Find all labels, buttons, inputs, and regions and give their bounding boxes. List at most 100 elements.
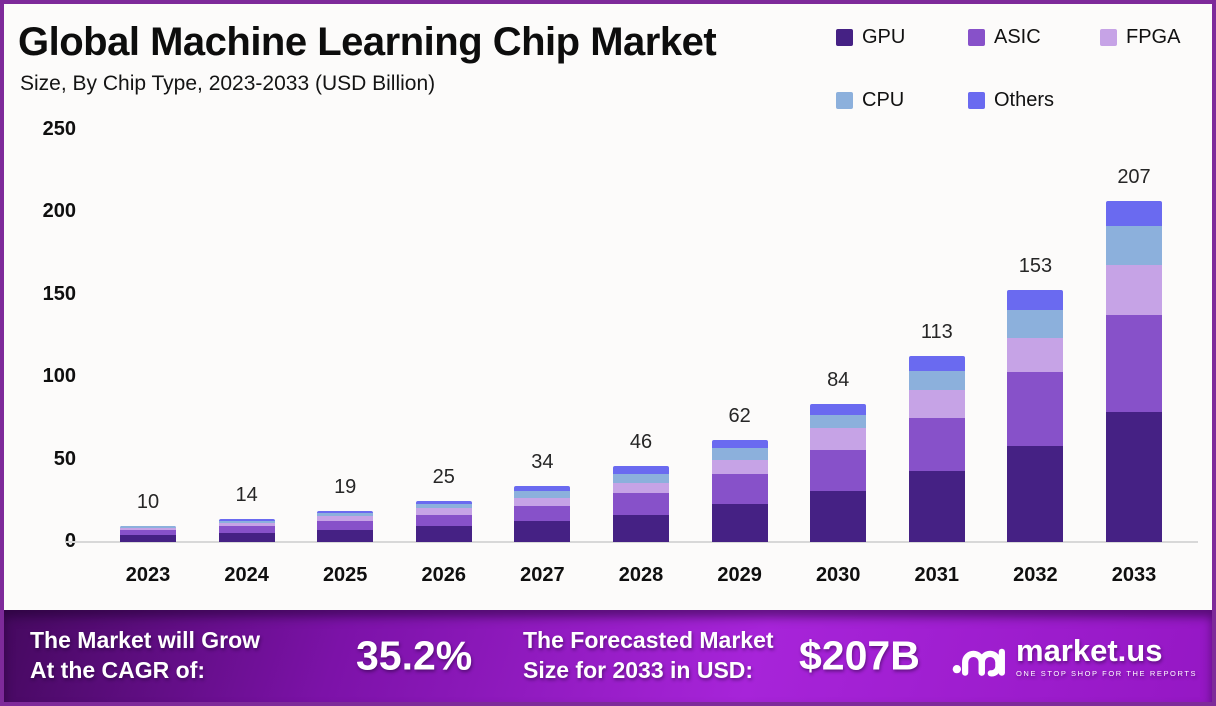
stacked-bar-plot: 10 14 19 25 34 46 62 84 113 153 207 bbox=[4, 130, 1212, 542]
bar-segment-others-2028 bbox=[613, 466, 669, 475]
bar-segment-fpga-2032 bbox=[1007, 337, 1064, 373]
y-axis-tick-200: 200 bbox=[42, 200, 76, 223]
bar-segment-cpu-2032 bbox=[1007, 309, 1064, 338]
x-axis-tick-2025: 2025 bbox=[322, 564, 368, 586]
legend-swatch-gpu bbox=[836, 29, 853, 46]
x-axis-tick-2030: 2030 bbox=[815, 564, 861, 586]
page-title: Global Machine Learning Chip Market bbox=[18, 20, 717, 64]
cagr-label-line2: At the CAGR of: bbox=[30, 657, 206, 683]
bar-segment-others-2030 bbox=[810, 403, 867, 416]
bar-segment-gpu-2031 bbox=[908, 471, 965, 542]
bar-total-label-2024: 14 bbox=[235, 483, 258, 506]
bar-segment-cpu-2031 bbox=[908, 370, 965, 391]
bar-segment-gpu-2026 bbox=[415, 526, 472, 542]
bar-segment-gpu-2030 bbox=[810, 490, 867, 542]
bar-segment-cpu-2024 bbox=[218, 520, 275, 524]
legend-swatch-others bbox=[968, 92, 985, 109]
bar-segment-cpu-2027 bbox=[514, 490, 571, 498]
bar-segment-fpga-2024 bbox=[218, 523, 275, 527]
bar-segment-others-2023 bbox=[120, 525, 176, 527]
marketus-logo-tagline: ONE STOP SHOP FOR THE REPORTS bbox=[1016, 668, 1198, 678]
bar-segment-asic-2030 bbox=[810, 449, 867, 491]
bar-total-label-2031: 113 bbox=[920, 320, 953, 343]
legend-item-fpga: FPGA bbox=[1100, 26, 1180, 49]
marketus-logo: market.us ONE STOP SHOP FOR THE REPORTS bbox=[952, 628, 1197, 684]
x-axis-tick-2029: 2029 bbox=[717, 564, 762, 586]
bar-segment-gpu-2029 bbox=[711, 504, 768, 542]
bar-segment-gpu-2025 bbox=[317, 530, 374, 542]
bar-segment-cpu-2023 bbox=[120, 526, 176, 529]
bar-2023 bbox=[120, 525, 176, 542]
bar-2028 bbox=[613, 466, 669, 542]
bar-segment-others-2032 bbox=[1007, 289, 1064, 310]
bar-total-label-2027: 34 bbox=[531, 450, 554, 473]
footer-banner: The Market will Grow At the CAGR of: 35.… bbox=[4, 610, 1212, 702]
x-axis-line bbox=[66, 541, 1198, 543]
bar-segment-others-2025 bbox=[317, 510, 374, 514]
bar-segment-asic-2033 bbox=[1106, 314, 1162, 412]
bar-segment-fpga-2023 bbox=[120, 528, 176, 531]
bar-segment-fpga-2033 bbox=[1106, 265, 1162, 315]
bar-segment-asic-2024 bbox=[218, 526, 275, 533]
bar-segment-asic-2029 bbox=[711, 474, 768, 505]
x-axis-tick-2027: 2027 bbox=[520, 564, 565, 586]
bar-segment-asic-2028 bbox=[613, 493, 669, 515]
y-axis-tick-100: 100 bbox=[42, 365, 76, 388]
y-axis-tick-250: 250 bbox=[42, 118, 76, 140]
bar-segment-cpu-2028 bbox=[613, 474, 669, 483]
bar-segment-cpu-2029 bbox=[711, 448, 768, 460]
bar-segment-others-2033 bbox=[1106, 200, 1162, 226]
bar-2029 bbox=[711, 439, 768, 542]
bar-total-label-2029: 62 bbox=[728, 404, 751, 427]
bar-segment-asic-2027 bbox=[514, 505, 571, 522]
bar-total-label-2026: 25 bbox=[432, 465, 455, 488]
bar-segment-cpu-2030 bbox=[810, 415, 867, 429]
legend-item-others: Others bbox=[968, 89, 1094, 112]
bar-2025 bbox=[317, 510, 374, 542]
cagr-label-line1: The Market will Grow bbox=[30, 627, 261, 654]
bar-2027 bbox=[514, 486, 571, 542]
bar-2033 bbox=[1106, 200, 1162, 542]
legend-item-cpu: CPU bbox=[836, 89, 962, 112]
bar-segment-fpga-2025 bbox=[317, 516, 374, 522]
marketus-logo-icon bbox=[952, 648, 1005, 677]
bar-segment-gpu-2028 bbox=[613, 514, 669, 542]
bar-2031 bbox=[908, 355, 965, 542]
bar-2024 bbox=[218, 518, 275, 542]
bar-segment-others-2027 bbox=[514, 486, 571, 491]
legend-item-gpu: GPU bbox=[836, 26, 962, 49]
bar-segment-asic-2031 bbox=[908, 418, 965, 472]
bar-segment-cpu-2026 bbox=[415, 504, 472, 509]
bar-segment-asic-2026 bbox=[415, 514, 472, 527]
x-axis-tick-2033: 2033 bbox=[1111, 564, 1157, 586]
x-axis-tick-2024: 2024 bbox=[224, 564, 269, 586]
bar-segment-gpu-2027 bbox=[514, 521, 571, 542]
bar-segment-others-2024 bbox=[218, 518, 275, 521]
bar-total-label-2023: 10 bbox=[136, 490, 160, 513]
legend-label: Others bbox=[994, 89, 1055, 111]
bar-segment-gpu-2032 bbox=[1007, 446, 1064, 542]
x-axis-tick-2031: 2031 bbox=[914, 564, 960, 586]
legend-swatch-asic bbox=[968, 29, 985, 46]
bar-segment-gpu-2023 bbox=[120, 535, 176, 542]
forecast-label-line1: The Forecasted Market bbox=[523, 627, 774, 654]
x-axis-tick-2026: 2026 bbox=[421, 564, 467, 586]
legend-item-asic: ASIC bbox=[968, 26, 1094, 49]
bar-segment-others-2029 bbox=[711, 439, 768, 449]
cagr-label: The Market will Grow At the CAGR of: bbox=[30, 626, 260, 686]
bar-2030 bbox=[810, 403, 867, 542]
forecast-label-line2: Size for 2033 in USD: bbox=[523, 657, 754, 683]
bar-segment-asic-2025 bbox=[317, 521, 374, 531]
marketus-logo-textblock: market.us ONE STOP SHOP FOR THE REPORTS bbox=[1016, 635, 1197, 678]
legend-label: ASIC bbox=[994, 26, 1041, 48]
x-axis-tick-2028: 2028 bbox=[618, 564, 664, 586]
bar-segment-gpu-2033 bbox=[1106, 411, 1162, 542]
bar-segment-fpga-2031 bbox=[908, 390, 965, 419]
bar-segment-asic-2032 bbox=[1007, 372, 1064, 447]
legend-label: CPU bbox=[862, 89, 905, 111]
x-axis-tick-2023: 2023 bbox=[125, 564, 171, 586]
legend-label: FPGA bbox=[1126, 26, 1181, 48]
x-axis-tick-2032: 2032 bbox=[1013, 564, 1058, 586]
marketus-logo-text: market.us bbox=[1016, 632, 1163, 668]
